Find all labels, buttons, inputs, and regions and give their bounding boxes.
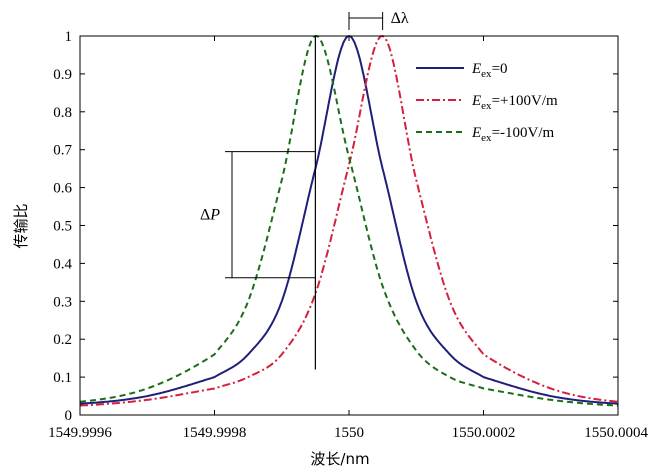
legend-subscript: ex [481,68,492,80]
legend-value: =-100V/m [492,125,555,141]
y-tick-label: 1 [65,29,73,45]
y-tick-label: 0.7 [53,143,72,159]
x-tick-label: 1549.9998 [183,425,247,441]
y-tick-label: 0.9 [53,67,72,83]
y-tick-label: 0.2 [53,332,72,348]
x-tick-label: 1550.0002 [452,425,516,441]
ticks-layer: 0 0.1 0.2 0.3 0.4 0.5 0.6 0.7 0.8 0.9 1 1549.9996 15… [48,29,648,441]
x-tick-label: 1550 [334,425,364,441]
legend-symbol: E [471,61,481,77]
plot-frame [79,35,619,416]
annotation-layer: Δλ ΔP [200,10,409,370]
y-tick-label: 0.4 [53,256,72,272]
delta-lambda-label: Δλ [391,10,409,27]
legend-subscript: ex [481,132,492,144]
legend-value: =0 [492,61,508,77]
delta-p-symbol: Δ [200,207,210,224]
y-tick-label: 0.1 [53,370,72,386]
y-tick-label: 0.5 [53,219,72,235]
legend-symbol: E [471,93,481,109]
legend-value: =+100V/m [492,93,558,109]
legend-label-2: Eex=-100V/m [471,125,555,144]
delta-p-label: ΔP [200,207,220,224]
y-axis-label: 传输比 [12,203,30,248]
series-line-2 [79,35,618,407]
x-axis-label: 波长/nm [310,450,369,468]
x-tick-label: 1549.9996 [48,425,112,441]
y-tick-label: 0.6 [53,181,72,197]
series-line-1 [80,34,619,407]
legend-symbol: E [471,125,481,141]
delta-p-letter: P [209,207,220,224]
y-tick-label: 0.3 [53,294,72,310]
legend-label-1: Eex=+100V/m [471,93,558,112]
legend-subscript: ex [481,100,492,112]
x-tick-label: 1550.0004 [584,425,648,441]
y-tick-label: 0 [65,408,73,424]
y-tick-label: 0.8 [53,105,72,121]
legend-label-0: Eex=0 [471,61,508,80]
